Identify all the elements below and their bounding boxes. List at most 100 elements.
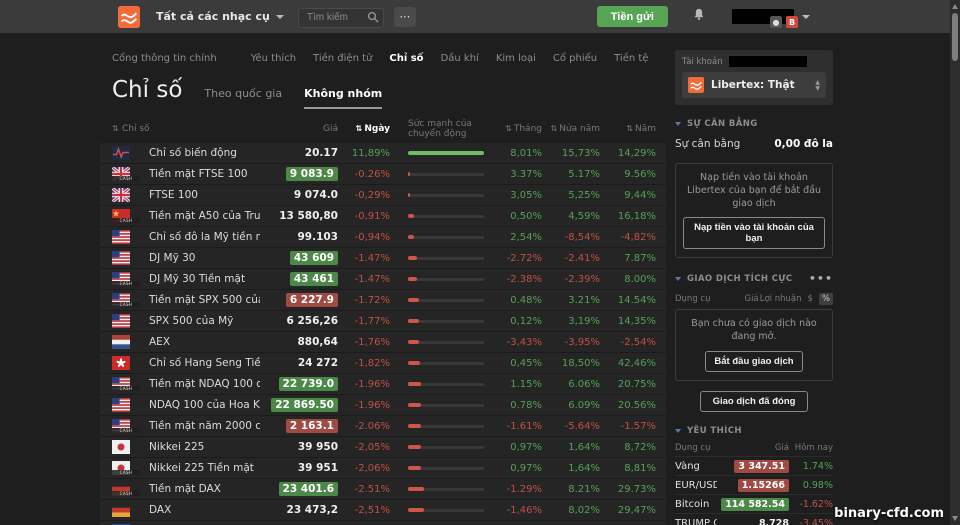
col-year[interactable]: ⇅ Năm: [626, 124, 656, 134]
scrollbar-thumb[interactable]: [952, 13, 958, 61]
fund-account-button[interactable]: Nạp tiền vào tài khoản của bạn: [683, 217, 825, 250]
favorite-row[interactable]: EUR/USD 1.15266 0.98%: [675, 476, 833, 496]
account-menu[interactable]: ● B: [732, 0, 810, 33]
half-year-change: -2.39%: [564, 273, 600, 285]
profit-usd-toggle[interactable]: $: [807, 294, 813, 305]
table-row[interactable]: DJ Mỹ 30 43 609 -1.47% -2.72% -2.41% 7.87%: [100, 248, 666, 269]
table-row[interactable]: CASH Tiền mặt năm 2000 của Hoa Kỳ 2 163.1 -…: [100, 416, 666, 437]
table-row[interactable]: DAX 23 473,2 -2,51% -1,46% 8,02% 29,47%: [100, 500, 666, 521]
col-day[interactable]: ⇅ Ngày: [355, 124, 390, 134]
nav-item-8[interactable]: Tiền tệ: [614, 53, 649, 64]
table-row[interactable]: FTSE 100 9 074.0 -0,29% 3,05% 5,25% 9,44%: [100, 185, 666, 206]
favorite-today-change: -3.45%: [799, 517, 833, 525]
table-row[interactable]: CASH Tiền mặt NDAQ 100 của Hoa Kỳ 22 739.0…: [100, 374, 666, 395]
favorite-today-change: 1.74%: [802, 460, 833, 472]
favorite-row[interactable]: TRUMP CHÍNH … 8.728 -3.45%: [675, 514, 833, 525]
tab-by-country[interactable]: Theo quốc gia: [204, 87, 283, 100]
movement-strength-bar: [390, 298, 490, 302]
table-row[interactable]: Nikkei 225 39 950 -2,05% 0,97% 1,64% 8,72%: [100, 437, 666, 458]
price-tick-box: 3 347.51: [734, 459, 789, 473]
day-change: -0,29%: [354, 189, 390, 201]
deposit-button[interactable]: Tiền gửi: [596, 6, 668, 27]
nav-item-9[interactable]: Nông nghiệp: [665, 53, 666, 64]
col-instrument[interactable]: Chỉ số: [122, 124, 150, 134]
instrument-filter-label: Tất cả các nhạc cụ: [156, 10, 270, 23]
favorite-row[interactable]: Bitcoin 114 582.54 -1.62%: [675, 495, 833, 515]
table-row[interactable]: SPX 500 của Mỹ 6 256,26 -1,77% 0,12% 3,19% 14…: [100, 311, 666, 332]
section-menu-icon[interactable]: •••: [808, 272, 833, 286]
instrument-price: 22 739.0: [260, 377, 338, 391]
favorites-section-header[interactable]: YÊU THÍCH: [675, 426, 833, 436]
vertical-scrollbar[interactable]: [950, 0, 960, 525]
half-year-change: -5.64%: [564, 420, 600, 432]
chevron-down-icon: [675, 276, 681, 281]
table-row[interactable]: Chỉ số biến động 20.17 11,89% 8,01% 15,73% 14…: [100, 143, 666, 164]
favorite-today-change: 0.98%: [802, 479, 833, 491]
more-options-button[interactable]: ⋯: [393, 6, 416, 27]
notifications-bell-icon[interactable]: [692, 7, 706, 26]
sort-icon[interactable]: ⇅: [112, 124, 119, 133]
year-change: 20.75%: [617, 378, 656, 390]
search-input[interactable]: [297, 7, 384, 28]
flag-us-icon: CASH: [112, 293, 140, 307]
price-tick-box: 114 582.54: [721, 497, 789, 511]
year-change: 8,81%: [624, 462, 656, 474]
table-header: ⇅ Chỉ số Giá ⇅ Ngày Sức mạnh của chuyển đ…: [100, 119, 666, 143]
day-change: -1.96%: [354, 378, 390, 390]
table-row[interactable]: CASH Tiền mặt A50 của Trung Quốc 13 580,80…: [100, 206, 666, 227]
movement-strength-bar: [390, 172, 490, 176]
nav-item-3[interactable]: Tiền điện tử: [313, 53, 373, 64]
balance-section-header[interactable]: SỰ CÂN BẰNG: [675, 119, 833, 129]
account-selector-dropdown[interactable]: Libertex: Thật ▲ ▼: [682, 72, 826, 98]
table-row[interactable]: CASH Tiền mặt FTSE 100 9 083.9 -0.26% 3.37% 5…: [100, 164, 666, 185]
favorite-name: Bitcoin: [675, 498, 710, 510]
nav-item-5[interactable]: Dầu khí: [440, 53, 479, 64]
closed-trades-button[interactable]: Giao dịch đã đóng: [699, 391, 809, 413]
scroll-up-icon[interactable]: [952, 4, 958, 9]
instrument-name: Tiền mặt SPX 500 của Hoa Kỳ: [149, 294, 260, 306]
strength-track: [408, 277, 484, 281]
sort-icon: ⇅: [505, 124, 512, 133]
table-row[interactable]: CASH Tiền mặt DAX 23 401.6 -2.51% -1.29% 8.21…: [100, 479, 666, 500]
scroll-down-icon[interactable]: [952, 516, 958, 521]
half-year-change: 1,64%: [568, 441, 600, 453]
favorites-list: Vàng 3 347.51 1.74% EUR/USD 1.15266 0.98% Bitc…: [675, 457, 833, 525]
instrument-price: 24 272: [297, 357, 338, 369]
table-row[interactable]: AEX 880,64 -1,76% -3,43% -3,95% -2,54%: [100, 332, 666, 353]
nav-item-2[interactable]: Yêu thích: [250, 53, 297, 64]
profit-pct-toggle[interactable]: %: [818, 293, 833, 306]
top-bar: Tất cả các nhạc cụ ⋯ Tiền gửi ● B: [0, 0, 960, 33]
table-row[interactable]: Chỉ số đô la Mỹ tiền mặt 99.103 -0,94% 2,54…: [100, 227, 666, 248]
col-month[interactable]: ⇅ Tháng: [505, 124, 542, 134]
tab-ungrouped[interactable]: Không nhóm: [304, 87, 383, 109]
nav-item-1[interactable]: Cổng thông tin chính: [112, 53, 217, 64]
year-change: 29,47%: [617, 504, 656, 516]
instrument-price: 6 256,26: [286, 315, 338, 327]
search-box: [297, 5, 384, 28]
nav-item-7[interactable]: Cổ phiếu: [552, 53, 598, 64]
table-row[interactable]: CASH Nikkei 225 Tiền mặt 39 951 -2,06% 0,97%…: [100, 458, 666, 479]
favorite-row[interactable]: Vàng 3 347.51 1.74%: [675, 457, 833, 477]
col-price[interactable]: Giá: [323, 124, 338, 134]
half-year-change: 5.17%: [568, 168, 600, 180]
month-change: 8,01%: [510, 147, 542, 159]
libertex-logo-icon[interactable]: [118, 5, 140, 28]
month-change: 0,50%: [510, 210, 542, 222]
table-row[interactable]: CASH DJ Mỹ 30 Tiền mặt 43 461 -1.47% -2.38% -…: [100, 269, 666, 290]
chevron-down-icon: [275, 14, 284, 19]
start-trading-button[interactable]: Bắt đầu giao dịch: [705, 351, 803, 373]
balance-value: 0,00 đô la: [774, 138, 833, 150]
instrument-filter-dropdown[interactable]: Tất cả các nhạc cụ: [156, 10, 284, 23]
table-row[interactable]: CASH Tiền mặt SPX 500 của Hoa Kỳ 6 227.9 -1…: [100, 290, 666, 311]
flag-uk-icon: CASH: [112, 167, 140, 181]
nav-item-4[interactable]: Chỉ số: [389, 53, 424, 64]
nav-item-6[interactable]: Kim loại: [495, 53, 536, 64]
col-half-year[interactable]: ⇅ Nửa năm: [550, 124, 600, 134]
day-change: -0,94%: [354, 231, 390, 243]
table-row[interactable]: Chỉ số Hang Seng Tiền mặt 24 272 -1,82% 0,4…: [100, 353, 666, 374]
favorite-price: 1.15266: [717, 478, 789, 492]
strength-track: [408, 298, 484, 302]
active-trades-section-header[interactable]: GIAO DỊCH TÍCH CỰC •••: [675, 272, 833, 285]
table-row[interactable]: NDAQ 100 của Hoa Kỳ 22 869.50 -1.96% 0.78% 6…: [100, 395, 666, 416]
spinner-arrows-icon[interactable]: ▲ ▼: [815, 78, 820, 92]
